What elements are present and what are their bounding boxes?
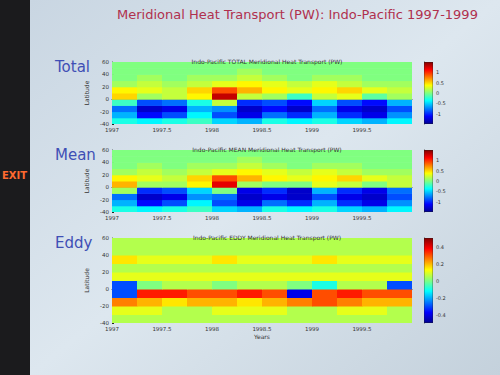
- svg-text:1998.5: 1998.5: [252, 127, 272, 133]
- svg-text:-40: -40: [100, 209, 109, 215]
- svg-text:1: 1: [436, 69, 439, 75]
- svg-text:1998.5: 1998.5: [252, 215, 272, 221]
- svg-text:20: 20: [102, 84, 109, 90]
- svg-text:1999.5: 1999.5: [352, 215, 372, 221]
- svg-text:0: 0: [106, 184, 110, 190]
- svg-text:1998: 1998: [205, 215, 219, 221]
- svg-text:0: 0: [436, 278, 439, 284]
- svg-text:Latitude: Latitude: [83, 168, 90, 193]
- svg-text:40: 40: [102, 252, 109, 258]
- svg-text:1999.5: 1999.5: [352, 326, 372, 332]
- svg-text:1998.5: 1998.5: [252, 326, 272, 332]
- svg-text:-0.2: -0.2: [436, 295, 446, 301]
- svg-text:Indo-Pacific TOTAL Meridional: Indo-Pacific TOTAL Meridional Heat Trans…: [192, 58, 343, 66]
- svg-text:1998: 1998: [205, 127, 219, 133]
- svg-text:0: 0: [436, 90, 439, 96]
- svg-text:Years: Years: [253, 333, 270, 340]
- svg-text:-40: -40: [100, 121, 109, 127]
- svg-text:Total: Total: [54, 58, 90, 76]
- svg-text:Latitude: Latitude: [83, 268, 90, 293]
- svg-text:Mean: Mean: [55, 146, 96, 164]
- svg-text:20: 20: [102, 269, 109, 275]
- svg-text:60: 60: [102, 235, 109, 241]
- svg-text:-0.4: -0.4: [436, 312, 446, 318]
- svg-text:-20: -20: [100, 109, 109, 115]
- svg-text:Eddy: Eddy: [55, 234, 93, 252]
- svg-text:1997.5: 1997.5: [152, 326, 172, 332]
- svg-text:EXIT: EXIT: [2, 170, 27, 181]
- svg-text:1997.5: 1997.5: [152, 127, 172, 133]
- svg-text:-20: -20: [100, 197, 109, 203]
- svg-text:1999.5: 1999.5: [352, 127, 372, 133]
- svg-text:0: 0: [106, 96, 110, 102]
- svg-text:20: 20: [102, 172, 109, 178]
- svg-text:40: 40: [102, 71, 109, 77]
- svg-text:0: 0: [106, 286, 110, 292]
- svg-text:60: 60: [102, 59, 109, 65]
- svg-text:1999: 1999: [305, 215, 319, 221]
- svg-text:40: 40: [102, 159, 109, 165]
- svg-text:-40: -40: [100, 320, 109, 326]
- svg-text:0.2: 0.2: [436, 261, 444, 267]
- svg-text:-0.5: -0.5: [436, 188, 446, 194]
- svg-text:0.4: 0.4: [436, 244, 444, 250]
- svg-text:1997.5: 1997.5: [152, 215, 172, 221]
- svg-text:1998: 1998: [205, 326, 219, 332]
- svg-text:-1: -1: [436, 111, 441, 117]
- svg-text:1997: 1997: [105, 326, 119, 332]
- svg-text:1999: 1999: [305, 127, 319, 133]
- svg-text:-20: -20: [100, 303, 109, 309]
- svg-text:1: 1: [436, 157, 439, 163]
- svg-text:Meridional Heat Transport (PW): Meridional Heat Transport (PW): Indo-Pac…: [117, 7, 478, 22]
- svg-text:1999: 1999: [305, 326, 319, 332]
- svg-text:-1: -1: [436, 199, 441, 205]
- svg-text:Indo-Pacific MEAN Meridional H: Indo-Pacific MEAN Meridional Heat Transp…: [192, 146, 341, 154]
- svg-text:0: 0: [436, 178, 439, 184]
- svg-text:1997: 1997: [105, 215, 119, 221]
- svg-text:-0.5: -0.5: [436, 100, 446, 106]
- svg-text:1997: 1997: [105, 127, 119, 133]
- svg-text:60: 60: [102, 147, 109, 153]
- svg-text:0.5: 0.5: [436, 168, 444, 174]
- svg-text:Indo-Pacific EDDY Meridional H: Indo-Pacific EDDY Meridional Heat Transp…: [193, 234, 341, 242]
- svg-text:Latitude: Latitude: [83, 80, 90, 105]
- svg-text:0.5: 0.5: [436, 80, 444, 86]
